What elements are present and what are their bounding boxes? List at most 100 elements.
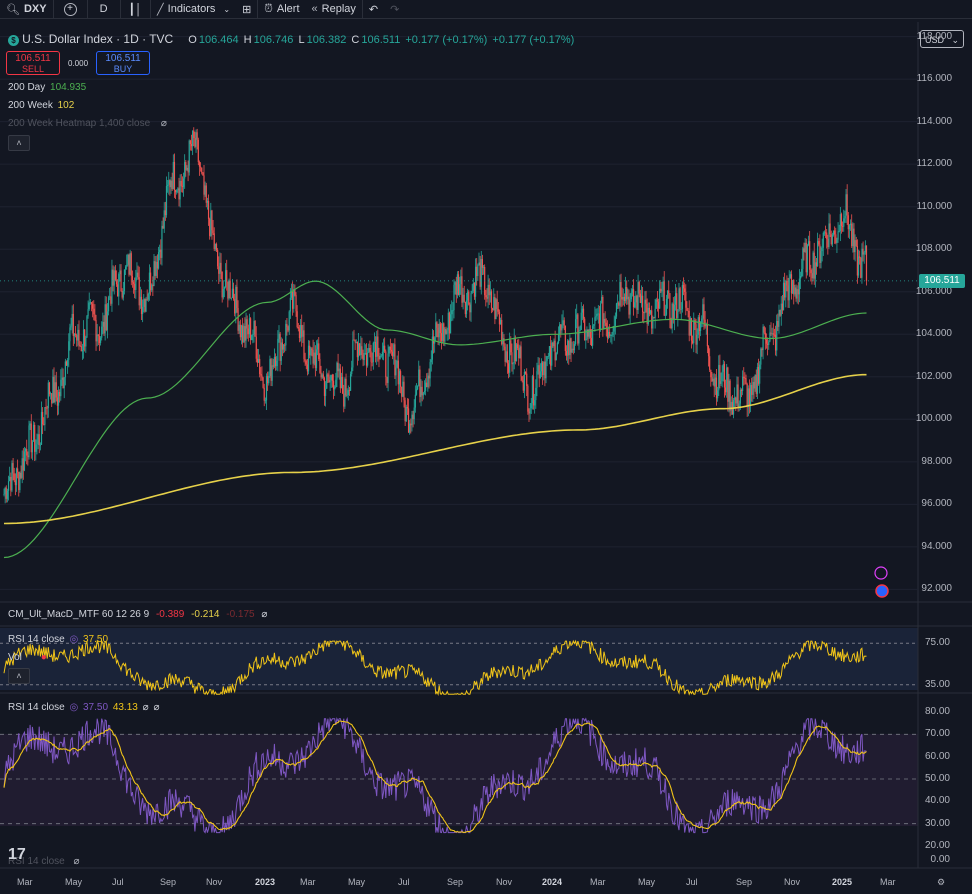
open-value: 106.464 bbox=[198, 34, 239, 46]
candle-body bbox=[559, 324, 561, 335]
candle-body bbox=[393, 344, 395, 357]
compare-button[interactable]: + bbox=[52, 0, 87, 18]
candle-body bbox=[771, 333, 773, 335]
candle-body bbox=[851, 223, 853, 247]
candle-body bbox=[192, 130, 194, 147]
replay-button[interactable]: « Replay bbox=[306, 0, 362, 18]
candle-body bbox=[326, 374, 328, 389]
candle-body bbox=[438, 323, 440, 338]
candle-body bbox=[187, 167, 189, 173]
candle-body bbox=[717, 390, 719, 399]
candle-body bbox=[501, 319, 503, 345]
ma200d-legend[interactable]: 200 Day 104.935 bbox=[8, 82, 87, 93]
candle-body bbox=[520, 346, 522, 377]
candle-body bbox=[139, 296, 141, 306]
candle-body bbox=[592, 325, 594, 346]
interval-button[interactable]: D bbox=[86, 0, 120, 18]
price-axis-label: 110.000 bbox=[916, 200, 952, 212]
vol-legend[interactable]: Vol ● bbox=[8, 652, 47, 663]
undo-button[interactable]: ↶ bbox=[361, 0, 384, 18]
indicators-button[interactable]: ╱ Indicators ⌄ bbox=[150, 0, 236, 18]
low-value: 106.382 bbox=[306, 34, 347, 46]
candle-body bbox=[752, 381, 754, 395]
candle-body bbox=[553, 340, 555, 347]
layouts-button[interactable]: ⊞ bbox=[236, 0, 257, 18]
candle-body bbox=[340, 377, 343, 389]
sell-price: 106.511 bbox=[15, 53, 51, 64]
candle-body bbox=[748, 388, 751, 407]
candle-body bbox=[586, 329, 588, 339]
symbol-search[interactable]: 🔍︎ DXY bbox=[0, 0, 53, 18]
candle-body bbox=[146, 298, 148, 300]
candle-body bbox=[396, 360, 398, 368]
candle-body bbox=[89, 302, 91, 304]
heatmap-legend[interactable]: 200 Week Heatmap 1,400 close ⌀ bbox=[8, 118, 167, 129]
time-axis-label: Mar bbox=[17, 877, 33, 887]
us-flag-event-icon bbox=[875, 584, 889, 598]
candle-body bbox=[481, 258, 483, 268]
candle-body bbox=[573, 344, 576, 351]
rsi-top-axis-label: 35.00 bbox=[924, 678, 950, 690]
rsi-legend[interactable]: RSI 14 close ◎ 37.50 43.13 ⌀ ⌀ bbox=[8, 702, 160, 713]
candle-body bbox=[404, 400, 406, 422]
candle-body bbox=[43, 424, 45, 426]
candle-body bbox=[14, 480, 16, 486]
macd-legend[interactable]: CM_Ult_MacD_MTF 60 12 26 9 -0.389 -0.214… bbox=[8, 609, 268, 620]
buy-button[interactable]: 106.511 BUY bbox=[96, 51, 151, 75]
ma200w-legend[interactable]: 200 Week 102 bbox=[8, 100, 75, 111]
candle-body bbox=[774, 334, 777, 351]
indicators-label: Indicators bbox=[167, 3, 216, 15]
candle-body bbox=[488, 284, 490, 296]
candle-body bbox=[455, 282, 457, 295]
candle-body bbox=[469, 304, 471, 313]
sell-button[interactable]: 106.511 SELL bbox=[6, 51, 60, 75]
candle-body bbox=[129, 253, 131, 275]
collapse-pane-button[interactable]: ˄ bbox=[8, 668, 30, 684]
price-axis-label: 100.000 bbox=[915, 413, 952, 425]
tradingview-logo[interactable]: 17 bbox=[8, 846, 26, 863]
candle-body bbox=[477, 265, 479, 277]
chart-type-button[interactable]: ┃│ bbox=[119, 0, 151, 18]
candle-body bbox=[509, 340, 511, 373]
rsi-top-legend[interactable]: RSI 14 close ◎ 37.50 bbox=[8, 634, 109, 645]
currency-selector[interactable]: USD ⌄ bbox=[920, 30, 964, 48]
candle-body bbox=[226, 270, 228, 282]
time-axis-label: May bbox=[638, 877, 656, 887]
candle-body bbox=[507, 363, 510, 373]
collapse-legend-button[interactable]: ˄ bbox=[8, 135, 30, 151]
candle-body bbox=[97, 334, 99, 337]
candle-body bbox=[188, 140, 190, 173]
candle-body bbox=[495, 299, 497, 320]
candle-body bbox=[179, 180, 181, 200]
candle-body bbox=[124, 266, 127, 270]
candle-body bbox=[367, 352, 369, 366]
candle-body bbox=[415, 389, 418, 395]
settings-gear-icon[interactable]: ⚙ bbox=[937, 877, 946, 887]
candle-body bbox=[12, 463, 14, 474]
rsi-hidden-legend[interactable]: RSI 14 close ⌀ bbox=[8, 856, 80, 867]
candle-body bbox=[865, 245, 868, 281]
candle-body bbox=[277, 338, 279, 361]
candle-body bbox=[763, 326, 765, 333]
candle-body bbox=[664, 314, 666, 316]
redo-button[interactable]: ↷ bbox=[384, 0, 405, 18]
candle-body bbox=[246, 319, 248, 329]
candle-body bbox=[178, 188, 180, 200]
candle-body bbox=[361, 346, 363, 355]
candle-body bbox=[699, 322, 702, 331]
candle-body bbox=[722, 364, 724, 372]
candle-body bbox=[519, 346, 521, 359]
candle-body bbox=[109, 296, 111, 298]
candle-body bbox=[426, 382, 428, 387]
candle-body bbox=[389, 346, 391, 350]
candle-body bbox=[34, 424, 36, 452]
candle-body bbox=[343, 393, 345, 407]
candle-body bbox=[651, 310, 653, 329]
candle-body bbox=[568, 340, 570, 356]
candle-body bbox=[642, 295, 644, 312]
alert-button[interactable]: ⏰︎ Alert bbox=[257, 0, 305, 18]
hidden-eye-icon[interactable]: ⌀ bbox=[160, 118, 167, 129]
candle-body bbox=[427, 375, 429, 387]
candle-body bbox=[855, 240, 857, 247]
